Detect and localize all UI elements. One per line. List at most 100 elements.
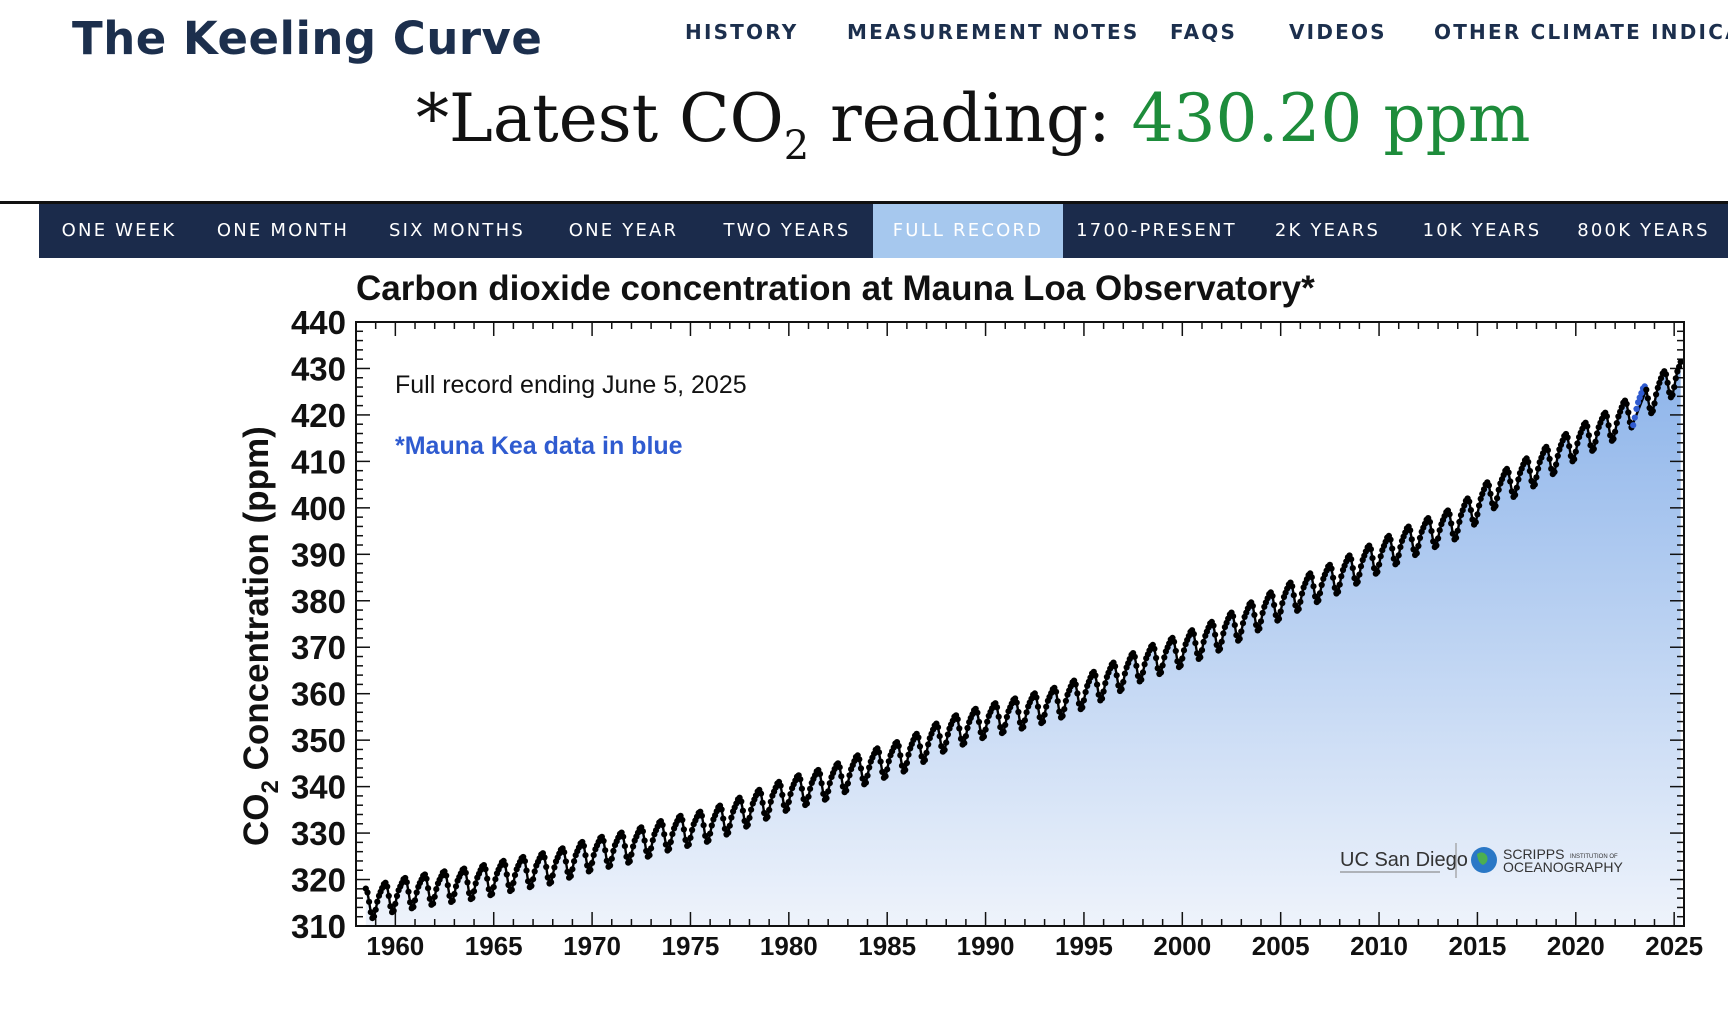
data-point <box>411 897 419 904</box>
data-point <box>1456 518 1463 525</box>
data-point <box>997 724 1004 731</box>
nav-history[interactable]: HISTORY <box>685 20 799 44</box>
tab-full-record[interactable]: FULL RECORD <box>873 204 1063 258</box>
data-point <box>485 886 492 893</box>
data-point <box>648 845 655 852</box>
data-point <box>884 766 891 773</box>
data-point <box>1657 375 1665 382</box>
data-point <box>1525 458 1532 466</box>
site-title[interactable]: The Keeling Curve <box>72 12 543 65</box>
data-point <box>1623 400 1630 407</box>
mauna-kea-point <box>1631 414 1638 421</box>
data-point <box>423 875 430 882</box>
data-point <box>1377 553 1384 560</box>
data-point <box>443 872 450 879</box>
data-point <box>549 872 556 879</box>
data-point <box>1256 625 1263 632</box>
tab-800k-years[interactable]: 800K YEARS <box>1577 220 1710 241</box>
data-point <box>1271 601 1278 609</box>
data-point <box>1074 690 1081 697</box>
data-point <box>877 758 884 765</box>
nav-videos[interactable]: VIDEOS <box>1289 20 1387 44</box>
data-point <box>1318 581 1325 589</box>
data-point <box>766 806 773 814</box>
data-point <box>1564 434 1571 441</box>
uc-san-diego-logo: UC San Diego <box>1340 849 1468 873</box>
data-point <box>923 749 930 756</box>
globe-land-icon <box>1477 852 1488 865</box>
data-point <box>1671 384 1678 391</box>
data-point <box>680 826 688 833</box>
tab-one-week[interactable]: ONE WEEK <box>61 220 177 241</box>
data-point <box>1231 622 1238 629</box>
tab-1700-present[interactable]: 1700-PRESENT <box>1076 220 1237 241</box>
data-point <box>818 780 825 787</box>
data-point <box>1494 495 1501 502</box>
tab-two-years[interactable]: TWO YEARS <box>723 220 851 241</box>
data-point <box>995 713 1002 720</box>
data-point <box>1092 672 1099 679</box>
data-point <box>430 900 437 907</box>
nav-faqs[interactable]: FAQS <box>1170 20 1238 44</box>
data-point <box>1016 719 1024 726</box>
data-point <box>1100 688 1107 695</box>
x-tick-label: 1960 <box>366 931 424 961</box>
data-point <box>1454 527 1461 534</box>
top-nav: HISTORY MEASUREMENT NOTES FAQS VIDEOS OT… <box>0 20 1728 50</box>
data-point <box>934 724 942 731</box>
data-point <box>390 907 397 914</box>
data-point <box>1079 704 1086 711</box>
data-point <box>1171 638 1178 645</box>
tab-10k-years[interactable]: 10K YEARS <box>1422 220 1542 241</box>
y-tick-label: 310 <box>291 908 346 945</box>
data-point <box>1112 663 1119 670</box>
nav-measurement-notes[interactable]: MEASUREMENT NOTES <box>847 20 1140 44</box>
data-point <box>1200 638 1207 645</box>
data-point <box>897 752 904 759</box>
data-point <box>885 758 892 765</box>
data-point <box>903 759 911 767</box>
data-point <box>993 704 1001 711</box>
data-point <box>1535 465 1542 472</box>
data-point <box>1426 518 1433 526</box>
data-point <box>1394 559 1401 566</box>
data-point <box>1277 608 1284 615</box>
tab-one-year[interactable]: ONE YEAR <box>568 220 679 241</box>
data-point <box>1190 630 1197 638</box>
tab-2k-years[interactable]: 2K YEARS <box>1274 220 1381 241</box>
data-point <box>649 837 656 844</box>
data-point <box>718 806 725 813</box>
data-point <box>895 742 902 750</box>
data-point <box>1553 461 1560 468</box>
data-point <box>1485 482 1492 489</box>
data-point <box>1474 511 1481 518</box>
data-point <box>825 788 832 795</box>
data-point <box>639 828 647 835</box>
data-point <box>1269 592 1276 600</box>
data-point <box>1407 527 1414 534</box>
data-point <box>1094 681 1101 688</box>
x-tick-label: 2000 <box>1153 931 1211 961</box>
tab-one-month[interactable]: ONE MONTH <box>216 220 350 241</box>
area-path <box>365 362 1681 926</box>
data-point <box>462 869 469 876</box>
data-point <box>1592 438 1599 445</box>
data-point <box>1479 490 1486 498</box>
data-point <box>905 751 912 758</box>
data-point <box>425 885 432 892</box>
data-point <box>1174 658 1181 665</box>
data-point <box>502 861 509 869</box>
nav-other-climate-indicators[interactable]: OTHER CLIMATE INDICAT <box>1434 20 1728 44</box>
data-point <box>1459 507 1466 514</box>
data-point <box>816 770 824 778</box>
mauna-kea-point <box>1635 399 1642 406</box>
data-point <box>682 836 689 844</box>
data-point <box>1000 728 1007 735</box>
data-point <box>364 889 371 896</box>
tab-six-months[interactable]: SIX MONTHS <box>389 220 525 241</box>
data-point <box>1605 422 1612 429</box>
data-point <box>449 897 456 904</box>
data-point <box>748 806 755 813</box>
data-point <box>1477 495 1484 502</box>
y-tick-label: 340 <box>291 769 346 806</box>
